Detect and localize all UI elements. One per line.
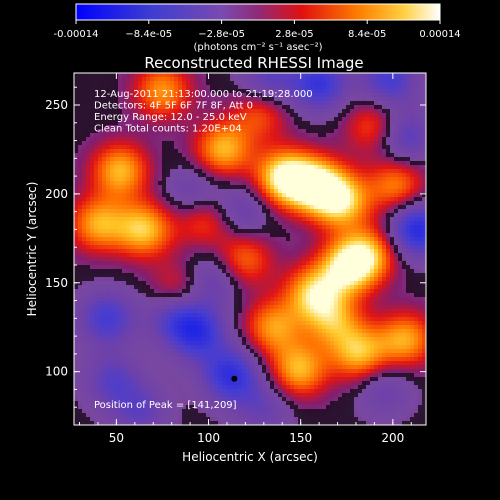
- colorbar-unit-label: (photons cm⁻² s⁻¹ asec⁻²): [193, 42, 322, 53]
- y-tick-label: 250: [45, 98, 68, 112]
- chart-title: Reconstructed RHESSI Image: [144, 54, 363, 72]
- colorbar: [75, 3, 441, 21]
- x-tick-label: 200: [381, 431, 404, 445]
- colorbar-tick-label: 8.4e-05: [348, 29, 386, 40]
- annotation-line: Detectors: 4F 5F 6F 7F 8F, Att 0: [94, 101, 253, 112]
- peak-marker: [231, 375, 238, 382]
- colorbar-tick-label: −2.8e-05: [198, 29, 245, 40]
- annotation-line: Energy Range: 12.0 - 25.0 keV: [94, 112, 247, 123]
- plot-frame: [73, 72, 427, 426]
- x-tick-label: 100: [197, 431, 220, 445]
- axes: 50 100 150 200 100 150 200 250: [45, 73, 426, 445]
- colorbar-tick-label: 0.00014: [419, 29, 460, 40]
- heatmap-image: [74, 73, 426, 425]
- y-tick-label: 100: [45, 365, 68, 379]
- colorbar-tick-label: −8.4e-05: [125, 29, 172, 40]
- colorbar-tick-label: -0.00014: [54, 29, 99, 40]
- x-tick-label: 50: [109, 431, 124, 445]
- annotation-line: 12-Aug-2011 21:13:00.000 to 21:19:28.000: [94, 89, 313, 100]
- x-tick-label: 150: [289, 431, 312, 445]
- annotation-block: 12-Aug-2011 21:13:00.000 to 21:19:28.000…: [94, 89, 313, 135]
- y-axis-label: Heliocentric Y (arcsec): [25, 182, 39, 317]
- colorbar-ticks: -0.00014 −8.4e-05 −2.8e-05 2.8e-05 8.4e-05 0.…: [54, 20, 461, 40]
- annotation-line: Clean Total counts: 1.20E+04: [94, 124, 242, 135]
- y-tick-label: 200: [45, 187, 68, 201]
- peak-position-label: Position of Peak = [141,209]: [94, 400, 237, 411]
- x-axis-label: Heliocentric X (arcsec): [182, 450, 318, 464]
- colorbar-tick-label: 2.8e-05: [275, 29, 313, 40]
- y-tick-label: 150: [45, 276, 68, 290]
